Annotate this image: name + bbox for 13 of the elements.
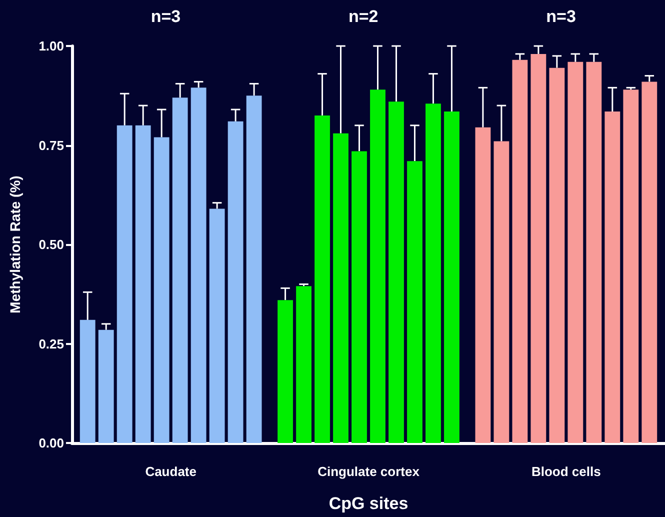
text: n=3 xyxy=(150,7,181,26)
text: n=3 xyxy=(546,7,576,26)
y-tick-label: 0.75 xyxy=(38,138,64,153)
y-tick-label: 1.00 xyxy=(38,38,64,54)
y-tick-label: 0.50 xyxy=(38,237,64,252)
x-tick-label: Blood cells xyxy=(531,464,601,479)
x-tick-label: Caudate xyxy=(145,464,196,479)
x-tick-label: Cingulate cortex xyxy=(318,464,420,479)
text: n=2 xyxy=(348,7,378,26)
x-axis-title: CpG sites xyxy=(328,494,408,513)
y-tick-label: 0.00 xyxy=(38,436,64,450)
y-tick-label: 0.25 xyxy=(38,336,64,352)
y-axis-title: Methylation Rate (%) xyxy=(7,176,23,314)
